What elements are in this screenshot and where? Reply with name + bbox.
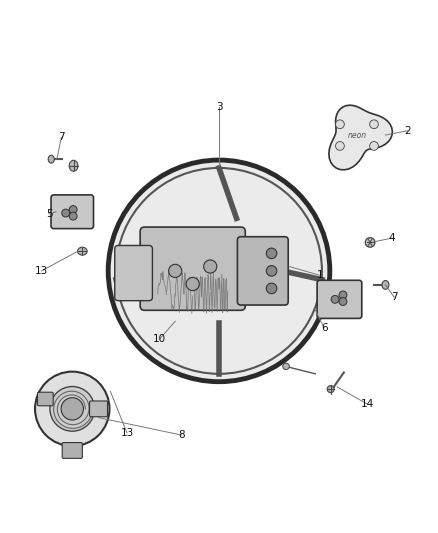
FancyBboxPatch shape	[317, 280, 362, 318]
Text: 1: 1	[316, 270, 323, 280]
Circle shape	[370, 120, 378, 128]
Circle shape	[204, 260, 217, 273]
Circle shape	[108, 160, 330, 382]
Text: 4: 4	[389, 233, 396, 243]
Text: 14: 14	[361, 399, 374, 409]
Circle shape	[336, 142, 344, 150]
Circle shape	[62, 209, 70, 217]
Ellipse shape	[327, 386, 334, 393]
FancyBboxPatch shape	[62, 442, 82, 458]
Circle shape	[69, 212, 77, 220]
Text: 13: 13	[120, 428, 134, 438]
FancyBboxPatch shape	[37, 392, 53, 406]
Ellipse shape	[283, 363, 290, 370]
Text: 3: 3	[215, 102, 223, 111]
Text: 8: 8	[178, 430, 185, 440]
FancyBboxPatch shape	[115, 246, 152, 301]
FancyBboxPatch shape	[90, 401, 108, 417]
Circle shape	[186, 278, 199, 290]
Polygon shape	[329, 105, 392, 170]
Circle shape	[266, 248, 277, 259]
Circle shape	[331, 295, 339, 303]
Ellipse shape	[365, 238, 375, 247]
Ellipse shape	[78, 247, 87, 255]
Text: 5: 5	[46, 209, 53, 219]
Text: 13: 13	[35, 266, 48, 276]
Text: neon: neon	[347, 131, 367, 140]
Circle shape	[336, 120, 344, 128]
Circle shape	[35, 372, 110, 446]
Circle shape	[50, 386, 95, 431]
Text: 2: 2	[404, 126, 411, 136]
Text: 10: 10	[153, 334, 166, 344]
Circle shape	[266, 283, 277, 294]
Text: 7: 7	[391, 292, 398, 302]
Ellipse shape	[69, 160, 78, 171]
Circle shape	[69, 206, 77, 214]
Ellipse shape	[382, 280, 389, 289]
Text: 7: 7	[58, 132, 65, 142]
FancyBboxPatch shape	[51, 195, 93, 229]
Text: 6: 6	[321, 323, 328, 333]
Ellipse shape	[48, 155, 54, 163]
Circle shape	[370, 142, 378, 150]
Circle shape	[339, 297, 347, 305]
FancyBboxPatch shape	[140, 227, 245, 310]
Circle shape	[169, 264, 182, 278]
Circle shape	[339, 291, 347, 299]
Circle shape	[266, 265, 277, 276]
Circle shape	[61, 398, 83, 420]
FancyBboxPatch shape	[237, 237, 288, 305]
